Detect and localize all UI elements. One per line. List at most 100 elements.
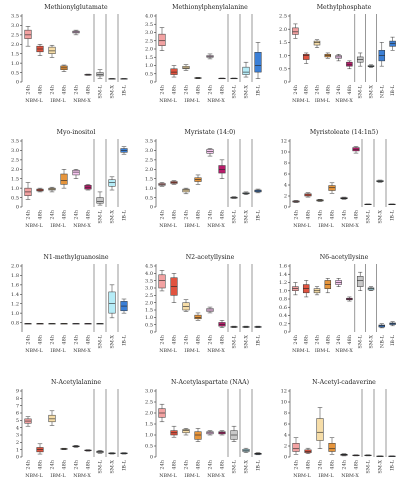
group-label: NBM-L: [25, 348, 43, 354]
y-tick-label: 1.4: [11, 292, 19, 298]
x-tick-label: 48h: [196, 334, 202, 344]
y-tick-label: 1.5: [279, 40, 287, 46]
y-tick-label: 4.5: [145, 264, 153, 270]
box: [316, 418, 324, 441]
box: [182, 66, 190, 70]
x-tick-label: 24h: [74, 459, 80, 469]
x-tick-label: 24h: [294, 209, 300, 219]
x-tick-label: 48h: [86, 209, 92, 219]
x-tick-label: 24h: [208, 84, 214, 94]
y-tick-label: 1.5: [145, 176, 153, 182]
y-tick-label: 2.0: [11, 167, 19, 173]
x-tick-label: NB-L: [379, 334, 385, 348]
chart-panel: Methionylphenylalanine 0 0.5 1.0 1.5 2.0 2.5 3.…: [134, 0, 268, 125]
x-tick-label: IB-L: [122, 209, 128, 220]
y-tick-label: 2.0: [279, 27, 287, 33]
y-tick-label: 3.5: [11, 139, 19, 145]
x-tick-label: 48h: [347, 334, 353, 344]
chart-panel: Myristoleate (14:1n5) 0 2 4 6 8 10 12 24h 48h 24h 4…: [268, 125, 402, 250]
group-label: NBM-L: [159, 223, 177, 229]
box: [108, 179, 116, 187]
x-tick-label: 24h: [184, 459, 190, 469]
y-tick-label: 9: [16, 389, 19, 395]
y-tick-label: 0.5: [279, 67, 287, 73]
y-tick-label: 8: [16, 396, 19, 402]
chart-svg: Methionylphenylalanine 0 0.5 1.0 1.5 2.0 2.5 3.…: [145, 4, 262, 104]
group-label: NBM-X: [207, 473, 225, 479]
group-label: NBM-X: [73, 473, 91, 479]
group-label: NBM-L: [25, 98, 43, 104]
y-tick-label: 0: [150, 330, 153, 336]
box: [182, 188, 190, 193]
y-tick-label: 0: [150, 455, 153, 461]
group-label: IBM-L: [50, 473, 66, 479]
x-tick-label: SM-X: [110, 210, 116, 224]
x-tick-label: 24h: [160, 209, 166, 219]
y-tick-label: 0: [284, 330, 287, 336]
y-tick-label: 1.5: [145, 55, 153, 61]
y-tick-label: 2.5: [11, 158, 19, 164]
y-tick-label: 6: [284, 422, 287, 428]
y-tick-label: 3: [16, 433, 19, 439]
x-tick-label: 48h: [38, 209, 44, 219]
x-tick-label: IB-L: [122, 84, 128, 95]
group-label: IBM-L: [315, 98, 331, 104]
x-tick-label: 24h: [342, 459, 348, 469]
x-tick-label: 48h: [172, 84, 178, 94]
x-tick-label: 48h: [220, 334, 226, 344]
y-tick-label: 4.0: [145, 271, 153, 277]
box: [48, 46, 56, 54]
chart-panel: Methylphosphate 0 0.5 1.0 1.5 2.0 2.5 24h 48h 24h…: [268, 0, 402, 125]
box: [292, 443, 300, 452]
box: [60, 173, 68, 185]
y-tick-label: 3.0: [145, 389, 153, 395]
group-label: IBM-L: [50, 223, 66, 229]
x-tick-label: 48h: [62, 334, 68, 344]
x-tick-label: 24h: [208, 334, 214, 344]
x-tick-label: SM-L: [232, 459, 238, 473]
box: [24, 29, 32, 39]
y-tick-label: 8: [284, 161, 287, 167]
x-tick-label: 24h: [336, 334, 342, 344]
y-tick-label: 8: [284, 411, 287, 417]
x-tick-label: 48h: [172, 334, 178, 344]
y-tick-label: 1.0: [11, 311, 19, 317]
y-tick-label: 2.0: [145, 300, 153, 306]
x-tick-label: 48h: [347, 84, 353, 94]
y-tick-label: 2: [16, 440, 19, 446]
y-tick-label: 2.5: [145, 293, 153, 299]
x-tick-label: 48h: [172, 209, 178, 219]
y-tick-label: 3.5: [145, 139, 153, 145]
y-tick-label: 1.5: [145, 308, 153, 314]
x-tick-label: 24h: [74, 209, 80, 219]
x-tick-label: 48h: [354, 459, 360, 469]
x-tick-label: SM-L: [98, 209, 104, 223]
y-tick-label: 2.5: [145, 158, 153, 164]
box: [158, 33, 166, 46]
x-tick-label: SM-X: [369, 335, 375, 349]
chart-title: Myristate (14:0): [185, 129, 236, 136]
x-tick-label: 48h: [306, 209, 312, 219]
x-tick-label: 48h: [220, 84, 226, 94]
x-tick-label: 48h: [86, 84, 92, 94]
y-tick-label: 1.5: [11, 51, 19, 57]
y-tick-label: 1.2: [279, 280, 287, 286]
box: [96, 197, 104, 204]
group-label: NBM-L: [159, 473, 177, 479]
x-tick-label: SM-X: [244, 335, 250, 349]
chart-svg: N1-methylguanosine 0.8 1.0 1.2 1.4 1.6 1.8 2.0 2…: [11, 254, 128, 354]
y-tick-label: 3.5: [145, 278, 153, 284]
x-tick-label: IB-L: [122, 334, 128, 345]
x-tick-label: SM-L: [232, 209, 238, 223]
y-tick-label: 1.0: [145, 63, 153, 69]
box: [254, 52, 262, 73]
x-tick-label: 24h: [293, 84, 299, 94]
group-label: NBM-L: [292, 348, 310, 354]
y-tick-label: 1.0: [11, 61, 19, 67]
y-tick-label: 2.0: [145, 47, 153, 53]
x-tick-label: 24h: [315, 84, 321, 94]
y-tick-label: 0: [284, 80, 287, 86]
group-label: IBM-L: [184, 348, 200, 354]
chart-svg: Myo-inositol 0 0.5 1.0 1.5 2.0 2.5 3.0 3.5 24h 48h…: [11, 129, 128, 229]
chart-svg: N-Acetylalanine 0 123 456 789 24h 48h 24h 48h 24h…: [16, 379, 128, 479]
